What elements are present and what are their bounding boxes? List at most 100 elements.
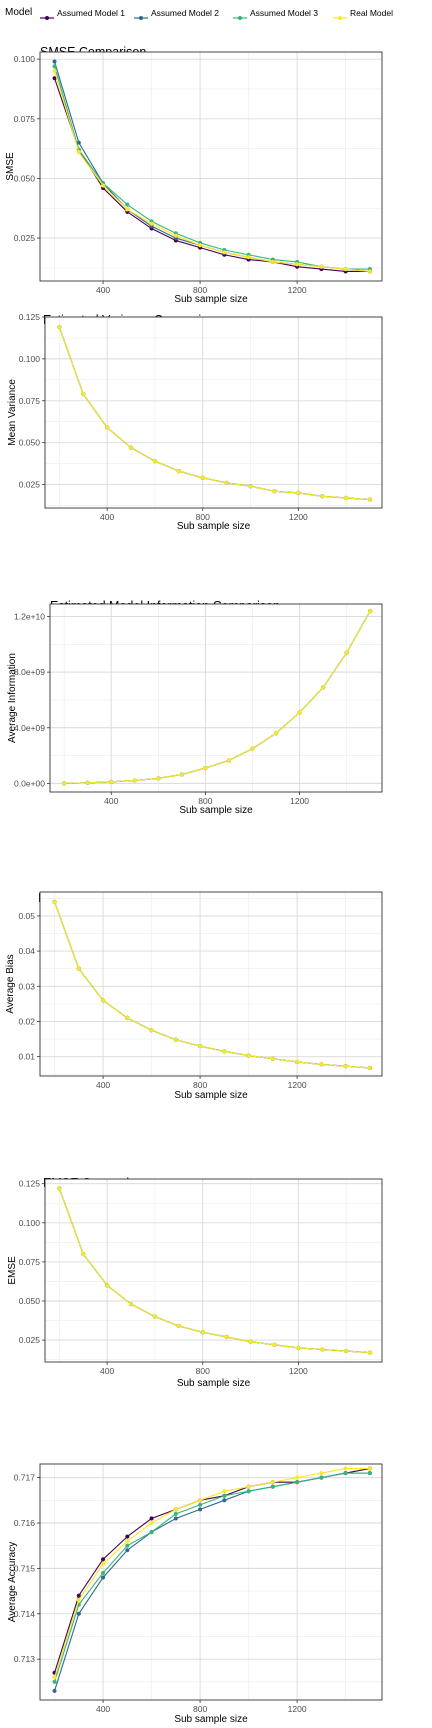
chart-emse-comparison: EMSE Comparison40080012000.0250.0500.075… bbox=[7, 1176, 383, 1389]
plot-border bbox=[49, 603, 383, 793]
data-point-real-model bbox=[176, 1323, 181, 1329]
data-point-real-model bbox=[203, 766, 208, 771]
y-tick-label: 0.02 bbox=[18, 1016, 35, 1026]
plot-border bbox=[44, 316, 383, 509]
data-point-real-model bbox=[52, 1675, 57, 1680]
y-axis-label: SMSE bbox=[5, 152, 16, 181]
data-point-real-model bbox=[52, 899, 57, 904]
data-point-real-model bbox=[344, 1349, 349, 1354]
y-tick-label: 0.025 bbox=[19, 1335, 41, 1345]
y-tick-label: 0.0e+00 bbox=[14, 778, 45, 788]
x-tick-label: 400 bbox=[96, 1704, 110, 1714]
chart-smse-comparison: SMSE Comparison40080012000.0250.0500.075… bbox=[5, 45, 383, 305]
plot-area bbox=[40, 52, 382, 281]
y-axis-label: Mean Variance bbox=[7, 379, 18, 446]
data-point-real-model bbox=[179, 772, 184, 777]
y-tick-label: 0.075 bbox=[19, 1257, 41, 1267]
data-point-real-model bbox=[248, 1339, 253, 1344]
data-point-real-model bbox=[246, 255, 251, 260]
data-point-real-model bbox=[57, 1186, 62, 1191]
plot-area bbox=[40, 892, 382, 1076]
x-axis-label: Sub sample size bbox=[174, 294, 248, 305]
data-point-assumed-model-3 bbox=[270, 1484, 275, 1489]
data-point-real-model bbox=[270, 1056, 275, 1061]
data-point-real-model bbox=[173, 1507, 178, 1512]
legend-title: Model bbox=[5, 7, 33, 18]
data-point-real-model bbox=[343, 1466, 348, 1471]
y-axis-label: Average Accuracy bbox=[7, 1542, 18, 1622]
data-point-real-model bbox=[246, 1053, 251, 1058]
data-point-assumed-model-3 bbox=[52, 64, 57, 69]
data-point-assumed-model-3 bbox=[319, 1475, 324, 1480]
data-point-assumed-model-3 bbox=[343, 1471, 348, 1476]
y-tick-label: 0.075 bbox=[14, 114, 36, 124]
data-point-assumed-model-3 bbox=[295, 1480, 300, 1485]
x-tick-label: 1200 bbox=[288, 1704, 307, 1714]
data-point-real-model bbox=[319, 1471, 324, 1476]
data-point-real-model bbox=[76, 150, 81, 155]
data-point-assumed-model-1 bbox=[125, 1534, 130, 1539]
plot-area bbox=[50, 604, 382, 792]
data-point-real-model bbox=[273, 731, 279, 736]
data-point-real-model bbox=[226, 758, 232, 763]
x-tick-label: 800 bbox=[193, 285, 207, 295]
data-point-real-model bbox=[367, 497, 373, 502]
data-point-real-model bbox=[367, 1350, 373, 1355]
data-point-real-model bbox=[343, 267, 348, 272]
y-axis-label: Average Information bbox=[7, 653, 18, 743]
x-axis-label: Sub sample size bbox=[174, 1090, 248, 1101]
data-point-real-model bbox=[76, 966, 81, 971]
data-point-real-model bbox=[222, 1489, 227, 1494]
y-tick-label: 0.125 bbox=[19, 312, 41, 322]
data-point-real-model bbox=[52, 69, 57, 74]
legend-swatch-model-1 bbox=[40, 10, 54, 20]
data-point-assumed-model-2 bbox=[222, 1498, 227, 1503]
x-tick-label: 1200 bbox=[290, 796, 309, 806]
data-point-real-model bbox=[156, 776, 161, 781]
data-point-real-model bbox=[367, 1466, 372, 1471]
data-point-assumed-model-1 bbox=[149, 1516, 154, 1521]
chart-legend: Model Assumed Model 1 Assumed Model 2 As… bbox=[0, 0, 432, 28]
x-tick-label: 800 bbox=[193, 1704, 207, 1714]
data-point-real-model bbox=[101, 183, 106, 188]
x-tick-label: 400 bbox=[104, 796, 118, 806]
data-point-real-model bbox=[343, 1064, 348, 1069]
data-point-assumed-model-3 bbox=[52, 1679, 57, 1684]
data-point-real-model bbox=[222, 1049, 227, 1054]
data-point-real-model bbox=[105, 1283, 110, 1288]
x-tick-label: 1200 bbox=[288, 285, 307, 295]
data-point-real-model bbox=[367, 269, 372, 274]
series-line-assumed-model-3 bbox=[54, 1472, 370, 1683]
data-point-real-model bbox=[128, 1302, 134, 1307]
x-axis-label: Sub sample size bbox=[177, 1378, 251, 1389]
data-point-real-model bbox=[57, 325, 62, 330]
legend-swatch-real-model bbox=[333, 10, 347, 20]
y-tick-label: 0.100 bbox=[19, 354, 41, 364]
x-tick-label: 800 bbox=[196, 1366, 210, 1376]
data-point-assumed-model-2 bbox=[76, 1611, 81, 1616]
x-tick-label: 400 bbox=[96, 1080, 110, 1090]
data-point-real-model bbox=[149, 1028, 154, 1033]
data-point-real-model bbox=[198, 1498, 203, 1503]
data-point-real-model bbox=[200, 1330, 205, 1335]
y-tick-label: 0.01 bbox=[18, 1052, 35, 1062]
plot-area bbox=[45, 317, 382, 508]
data-point-real-model bbox=[320, 1347, 325, 1352]
data-point-real-model bbox=[101, 1561, 106, 1566]
data-point-assumed-model-2 bbox=[198, 1507, 203, 1512]
plot-border bbox=[39, 891, 383, 1077]
data-point-assumed-model-2 bbox=[173, 1516, 178, 1521]
series-line-real-model bbox=[54, 1467, 370, 1678]
series-line-real-model bbox=[58, 326, 371, 501]
data-point-real-model bbox=[125, 1015, 130, 1021]
data-point-real-model bbox=[321, 685, 326, 690]
y-tick-label: 0.05 bbox=[18, 911, 35, 921]
data-point-real-model bbox=[248, 484, 253, 489]
y-tick-label: 0.713 bbox=[14, 1654, 36, 1664]
x-axis-label: Sub sample size bbox=[174, 1714, 248, 1725]
data-point-real-model bbox=[76, 1598, 81, 1603]
data-point-real-model bbox=[173, 233, 178, 238]
data-point-real-model bbox=[152, 459, 157, 464]
data-point-real-model bbox=[62, 781, 67, 786]
y-tick-label: 0.717 bbox=[14, 1473, 36, 1483]
